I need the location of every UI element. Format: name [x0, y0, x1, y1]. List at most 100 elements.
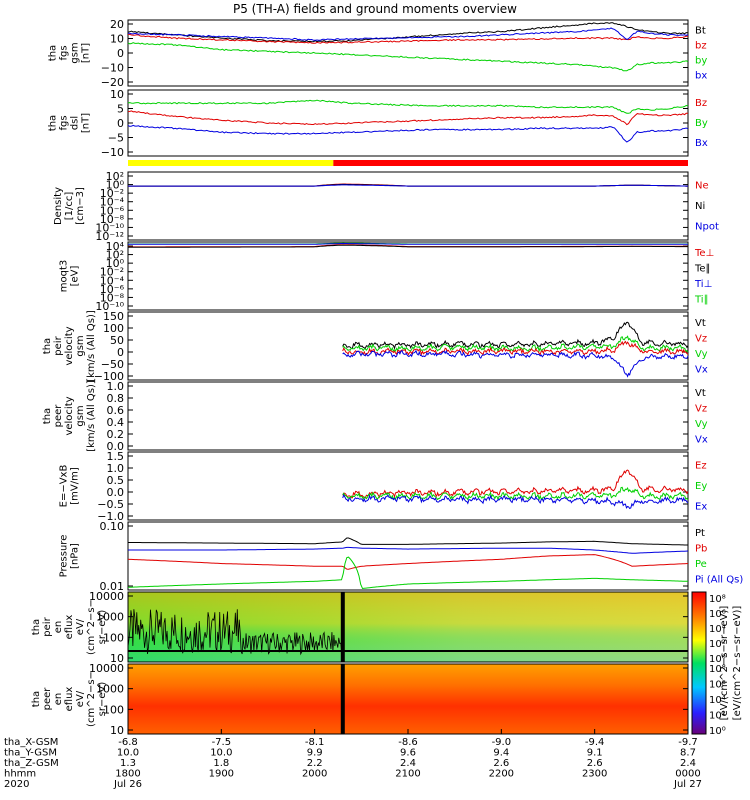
ytick-label: 10⁻²	[100, 187, 124, 200]
series-Ex	[342, 493, 689, 510]
orbit-value: 9.4	[493, 748, 509, 759]
panel-fgs_dsl: 10 50 −5−10 tha fgs dsl [nT] Bz By Bx	[48, 88, 708, 159]
orbit-value: 9.9	[307, 748, 323, 759]
ytick-label: 10⁻¹²	[95, 230, 124, 243]
legend-Vx: Vx	[695, 364, 708, 375]
legend-Ni: Ni	[695, 201, 705, 212]
panel-frame	[127, 521, 689, 591]
legend-Ey: Ey	[695, 481, 707, 492]
ylabel-line: [1/cc]	[64, 192, 75, 221]
ylabel-line: tha	[48, 45, 59, 61]
mode-bar-slow	[128, 160, 334, 166]
ytick-label: 0	[117, 346, 124, 359]
ytick-label: 150	[103, 310, 124, 323]
ytick-label: 100	[103, 703, 124, 716]
panel-frame	[127, 381, 689, 451]
orbit-value: 2300	[582, 769, 607, 780]
ylabel-line: [nT]	[81, 113, 92, 133]
ylabel-line: eV/	[75, 690, 86, 707]
ytick-label: 10²	[106, 249, 124, 262]
panel-frame	[127, 311, 689, 381]
panel-fgs: 20 100 −10−20 tha fgs gsm [nT] Bt bz by bx	[48, 18, 708, 89]
ytick-label: 10000	[89, 590, 124, 603]
series-Ey	[342, 486, 689, 502]
ytick-label: 10⁰	[106, 179, 125, 192]
ytick-label: 10⁻¹⁰	[95, 221, 124, 234]
panel-frame	[127, 171, 689, 241]
colorbar-tick: 10⁶	[709, 609, 726, 620]
orbit-value: 8.7	[680, 748, 696, 759]
legend-Vy: Vy	[695, 349, 708, 360]
legend-By: By	[695, 118, 708, 129]
orbit-value: 0000	[675, 769, 700, 780]
orbit-value: 2100	[395, 769, 420, 780]
ytick-label: 1000	[96, 683, 124, 696]
ytick-label: 10²	[106, 170, 124, 183]
orbit-row-label: 2020	[4, 779, 29, 790]
legend-Vy: Vy	[695, 419, 708, 430]
legend-Vz: Vz	[695, 333, 707, 344]
ylabel-line: en	[53, 693, 64, 706]
legend-Te∥: Te∥	[694, 263, 711, 274]
legend-Ex: Ex	[695, 502, 707, 513]
orbit-value: 2.2	[307, 758, 323, 769]
orbit-row-label: tha_X-GSM	[4, 737, 58, 748]
ytick-label: 50	[110, 334, 124, 347]
ylabel-line: (cm^2−s−	[86, 671, 97, 727]
ytick-label: 1.0	[107, 462, 125, 475]
series-Vx	[342, 349, 689, 378]
ytick-label: 0.5	[107, 474, 125, 487]
ylabel-line: [cm−3]	[75, 187, 86, 225]
ytick-label: 1.5	[107, 450, 125, 463]
colorbar	[691, 591, 707, 735]
legend-bx: bx	[695, 71, 707, 82]
ylabel-line: Density	[53, 187, 64, 225]
series-Npot	[128, 184, 688, 187]
legend-Ne: Ne	[695, 180, 709, 191]
ytick-label: 10⁻⁴	[100, 196, 125, 209]
orbit-value: 2.4	[680, 758, 696, 769]
orbit-value: 2.6	[587, 758, 603, 769]
legend-Pt: Pt	[695, 528, 705, 539]
ytick-label: 0	[117, 117, 124, 130]
orbit-value: 2200	[489, 769, 514, 780]
ylabel-line: eV/	[75, 618, 86, 635]
ylabel-line: peir	[53, 335, 64, 355]
legend-Te⊥: Te⊥	[694, 248, 714, 259]
ytick-label: 0.2	[107, 428, 125, 441]
ytick-label: 1.0	[107, 380, 125, 393]
orbit-row-label: hhmm	[4, 769, 36, 780]
ylabel-line: tha	[48, 115, 59, 131]
spectrogram-noise	[127, 609, 344, 656]
ylabel-line: peir	[42, 616, 53, 636]
orbit-value: Jul 26	[113, 779, 142, 790]
ytick-label: 0.0	[107, 486, 125, 499]
ylabel-line: tha	[42, 338, 53, 354]
ytick-label: 10	[110, 33, 124, 46]
series-Pe	[127, 556, 688, 590]
series-Te∥	[128, 244, 688, 248]
ytick-label: 10⁻⁴	[100, 274, 125, 287]
ylabel-line: eflux	[64, 615, 75, 640]
ytick-label: −20	[101, 76, 124, 89]
series-Bz	[127, 110, 688, 126]
ytick-label: 0.6	[107, 404, 125, 417]
orbit-value: 9.6	[400, 748, 416, 759]
colorbar-label-2: [eV/(cm^2−s−sr−eV)]	[719, 606, 730, 721]
colorbar-tick: 10⁰	[709, 726, 726, 737]
ytick-label: −50	[101, 358, 124, 371]
orbit-value: -6.8	[118, 737, 138, 748]
ytick-label: 0.01	[100, 580, 125, 593]
ylabel-line: (cm^2−s−	[86, 599, 97, 655]
legend-Ti∥: Ti∥	[694, 294, 709, 305]
ylabel-line: gsm	[75, 405, 86, 426]
orbit-value: 1900	[209, 769, 234, 780]
ylabel-line: fgs	[59, 45, 70, 60]
data-gap	[340, 592, 345, 662]
ylabel-line: sr−eV)	[97, 682, 108, 717]
panel-efield: 1.51.00.50.0−0.5−1.0 E=−VxB [mV/m] Ez Ey Ex	[59, 450, 708, 523]
legend-Bt: Bt	[695, 26, 706, 37]
ylabel-line: velocity	[64, 396, 75, 435]
legend-Pb: Pb	[695, 543, 707, 554]
